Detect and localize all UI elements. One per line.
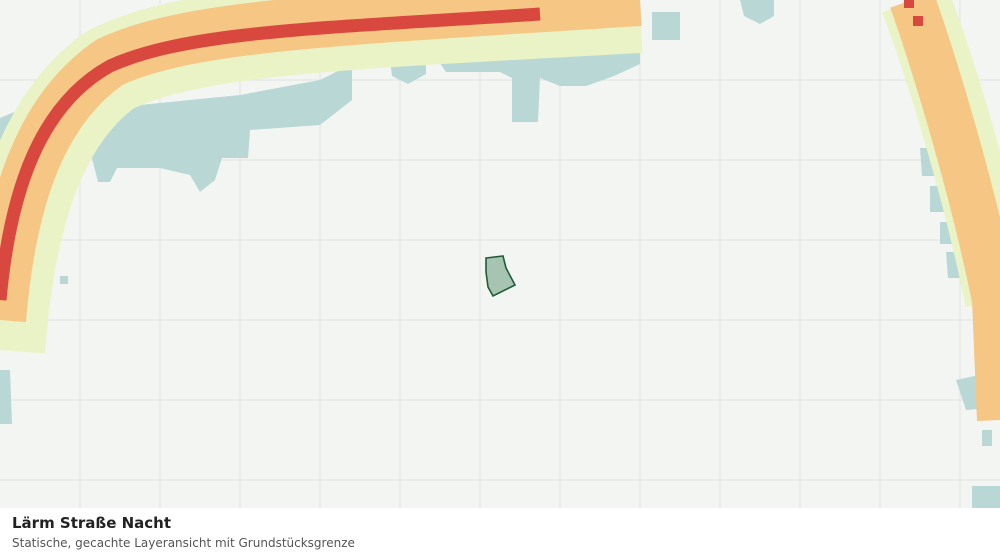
tile-grid xyxy=(0,0,1000,508)
caption: Lärm Straße Nacht Statische, gecachte La… xyxy=(12,512,988,550)
map xyxy=(0,0,1000,508)
subtitle: Statische, gecachte Layeransicht mit Gru… xyxy=(12,536,355,550)
title: Lärm Straße Nacht xyxy=(12,514,172,532)
parcel-boundary xyxy=(485,255,517,298)
noise-road-left xyxy=(0,0,643,354)
noise-road-right xyxy=(882,0,1000,421)
